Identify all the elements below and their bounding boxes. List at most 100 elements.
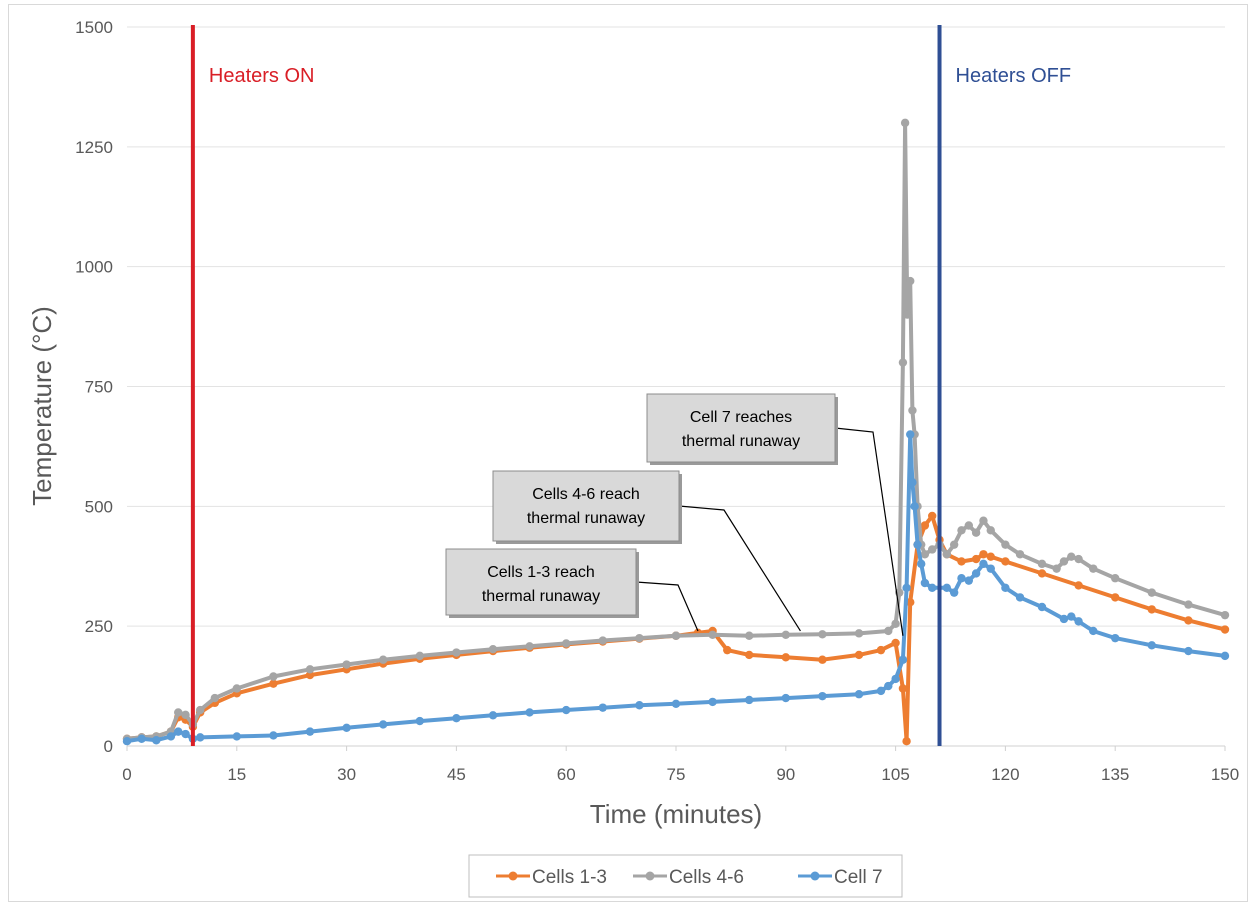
data-point [949,540,959,549]
x-tick-label: 0 [122,765,131,784]
data-point [598,703,607,712]
annotation-leader-line [678,505,801,632]
legend-swatch-marker [508,871,518,881]
data-point [942,583,952,593]
data-point [232,732,241,741]
data-point [917,559,926,569]
legend-swatch-marker [810,871,820,881]
annotation-box [445,548,637,616]
data-point [891,638,900,648]
data-point [906,276,915,286]
data-point [415,651,424,661]
annotation-callout: Cell 7 reaches thermal runaway [646,393,904,636]
data-point [174,708,183,717]
data-point [305,665,315,674]
data-point [979,550,988,559]
data-point [1001,583,1010,593]
data-point [854,690,864,699]
data-point [979,516,988,525]
data-point [781,630,790,639]
data-point [1111,633,1120,643]
data-point [635,701,644,710]
vertical-line-label: Heaters ON [209,65,315,87]
axis-layer: 0 15 30 45 60 75 90 105 120 135 150 [122,745,1239,784]
annotation-text: Cell 7 reaches [690,409,792,426]
data-point [971,554,981,564]
data-point [957,526,966,535]
legend-label: Cells 1-3 [532,867,607,888]
data-point [1067,612,1076,621]
data-point [906,598,915,607]
data-point [920,578,930,588]
annotation-text: Cells 4-6 reach [532,486,640,503]
data-point [174,727,183,736]
data-point [723,645,732,655]
y-tick-label: 250 [85,617,113,636]
data-point [1220,610,1230,620]
vertical-line-label: Heaters OFF [956,65,1072,87]
data-point [898,358,908,367]
data-point [1111,593,1120,602]
data-point [891,674,900,684]
x-tick-label: 30 [337,765,356,784]
data-point [1037,569,1047,578]
legend-item: Cell 7 [798,867,883,888]
legend-swatch-marker [645,871,655,881]
data-point [598,636,607,645]
data-point [269,731,278,740]
data-point [902,583,911,593]
data-point [902,737,911,746]
data-point [745,631,754,640]
data-point [269,672,278,681]
data-point [745,650,754,660]
data-point [920,521,930,530]
data-point [818,691,827,701]
x-tick-label: 135 [1101,765,1129,784]
data-point [942,550,952,559]
data-point [1111,574,1120,583]
y-tick-label: 1000 [75,258,113,277]
series-cell-7 [122,430,1230,746]
data-point [979,559,988,569]
data-point [196,705,205,715]
legend-item: Cells 4-6 [633,867,744,888]
data-point [525,708,534,717]
data-point [854,629,864,638]
data-point [1089,626,1098,636]
data-point [1059,614,1069,624]
data-point [986,552,995,561]
data-point [1147,605,1157,614]
data-point [745,695,754,705]
series-cells-1-3 [122,511,1230,746]
annotation-callout: Cells 1-3 reach thermal runaway [445,548,699,632]
data-point [1184,616,1193,625]
legend: Cells 1-3 Cells 4-6 Cell 7 [468,854,903,898]
data-point [781,693,790,703]
data-point [986,564,995,573]
data-point [949,588,959,597]
data-point [415,716,424,726]
chart-frame: 0 250 500 750 1000 1250 1500 0 15 30 45 60 75 90 105 1… [8,4,1248,902]
series-layer [122,118,1230,746]
data-point [1074,581,1083,590]
x-tick-label: 75 [667,765,686,784]
legend-item: Cells 1-3 [496,867,607,888]
data-point [928,511,937,521]
annotation-leader-line [635,581,699,632]
x-tick-label: 60 [557,765,576,784]
data-point [488,644,498,654]
y-axis-label: Temperature (°C) [27,306,57,506]
data-point [908,406,917,415]
data-point [562,705,571,715]
data-point [854,650,864,660]
data-point [898,655,908,664]
data-point [964,521,973,530]
data-point [1089,564,1098,573]
x-tick-label: 15 [227,765,246,784]
data-point [964,576,973,585]
data-point [671,699,681,709]
data-point [1220,625,1230,634]
data-point [181,729,190,739]
data-point [379,720,388,729]
data-point [269,679,278,688]
